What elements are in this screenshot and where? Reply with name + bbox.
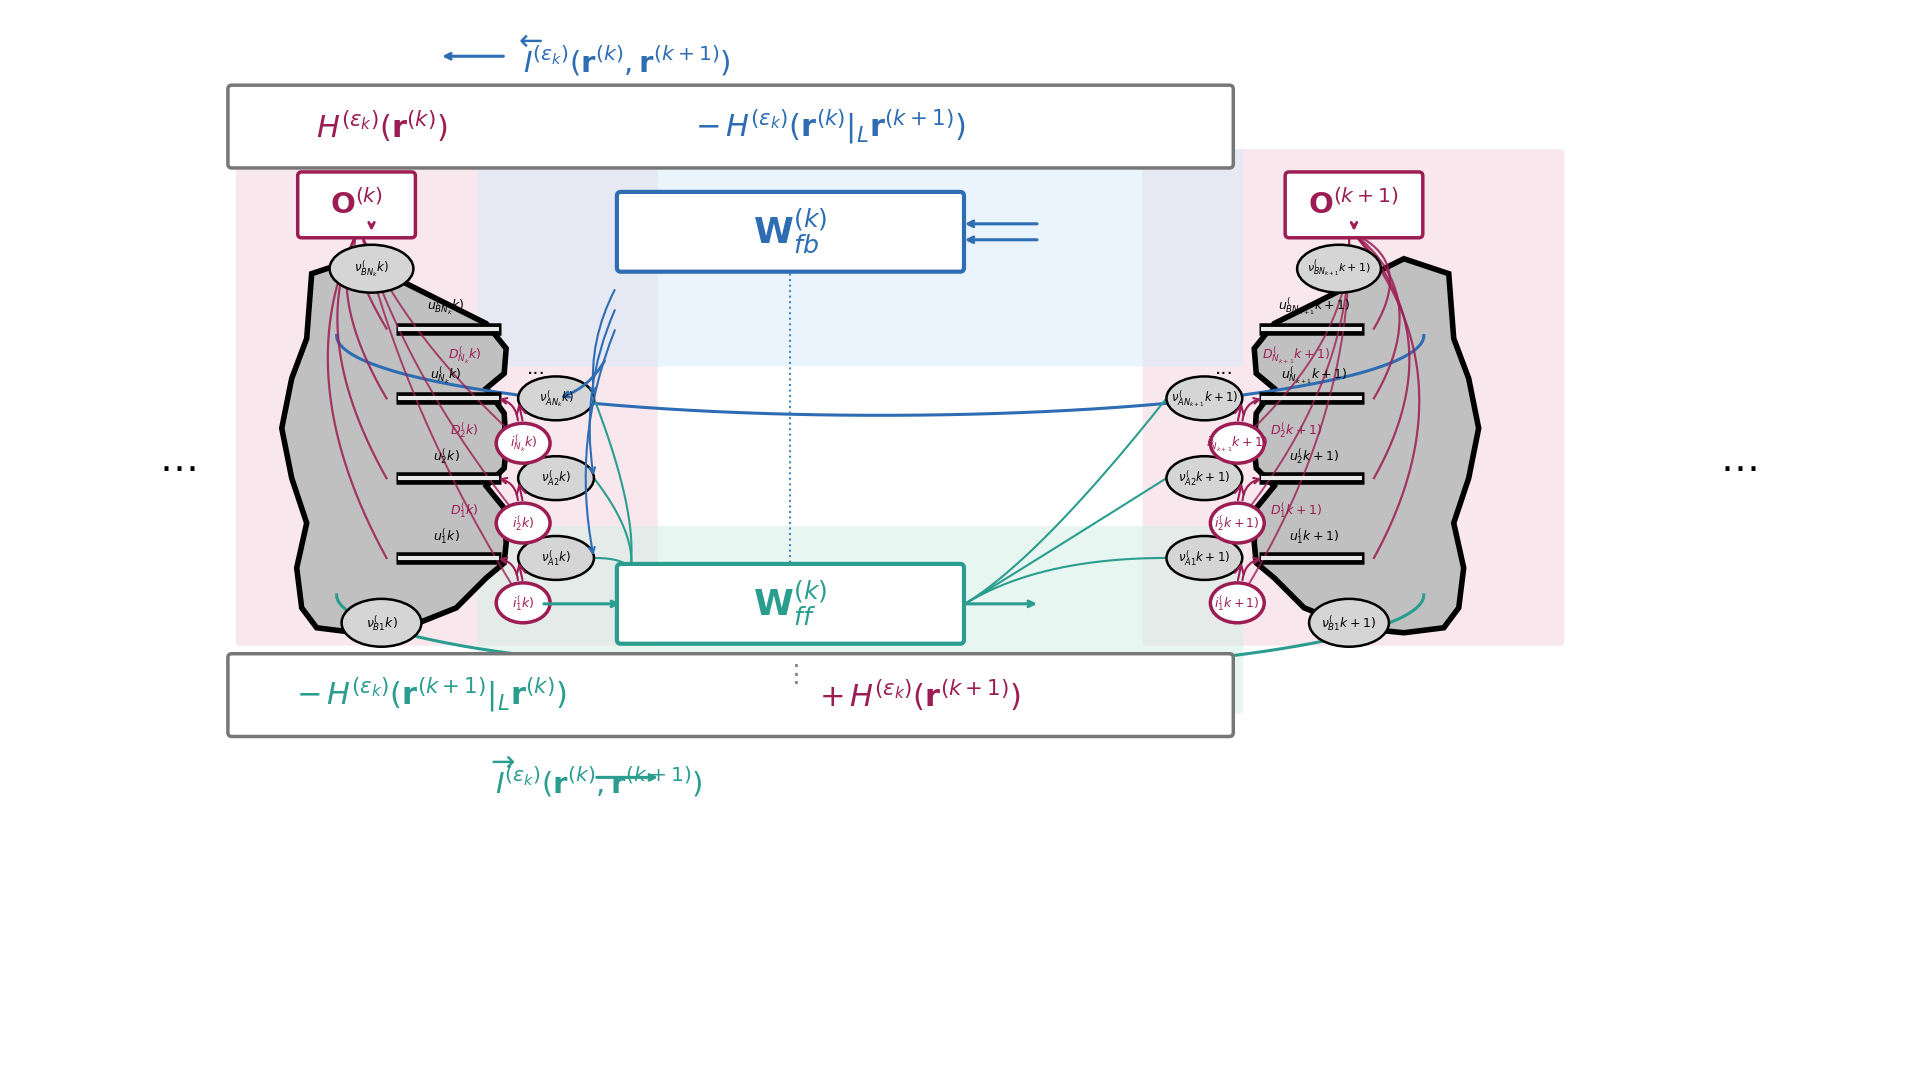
Text: $\overrightarrow{I}^{(\epsilon_k)}(\mathbf{r}^{(k)},\mathbf{r}^{(k+1)})$: $\overrightarrow{I}^{(\epsilon_k)}(\math…	[492, 755, 703, 799]
Text: $\nu_{B1}^(k)$: $\nu_{B1}^(k)$	[365, 613, 397, 633]
Ellipse shape	[1210, 503, 1263, 543]
Ellipse shape	[495, 503, 549, 543]
Text: $D_1^(k+1)$: $D_1^(k+1)$	[1271, 500, 1323, 519]
Text: $\mathbf{W}^{(k)}_{fb}$: $\mathbf{W}^{(k)}_{fb}$	[753, 207, 828, 256]
Text: $\mathbf{W}^{(k)}_{ff}$: $\mathbf{W}^{(k)}_{ff}$	[753, 579, 828, 629]
Ellipse shape	[518, 536, 593, 580]
Text: $\nu_{A2}^(k)$: $\nu_{A2}^(k)$	[541, 469, 570, 488]
FancyBboxPatch shape	[236, 149, 659, 646]
Text: $\cdots$: $\cdots$	[159, 449, 196, 487]
Text: $+\,H^{(\epsilon_k)}(\mathbf{r}^{(k+1)})$: $+\,H^{(\epsilon_k)}(\mathbf{r}^{(k+1)})…	[820, 676, 1021, 713]
Text: $u_1^(k+1)$: $u_1^(k+1)$	[1288, 526, 1338, 546]
Text: $\nu_{AN_{k+1}}^(k+1)$: $\nu_{AN_{k+1}}^(k+1)$	[1171, 388, 1238, 409]
Text: $D_2^(k)$: $D_2^(k)$	[449, 420, 478, 440]
Text: $\nu_{BN_{k+1}}^(k+1)$: $\nu_{BN_{k+1}}^(k+1)$	[1308, 258, 1371, 280]
Text: $\nu_{AN_k}^(k)$: $\nu_{AN_k}^(k)$	[540, 388, 574, 409]
Text: $\nu_{BN_k}^(k)$: $\nu_{BN_k}^(k)$	[353, 258, 390, 279]
Text: $\mathbf{O}^{(k)}$: $\mathbf{O}^{(k)}$	[330, 190, 384, 220]
Ellipse shape	[518, 377, 593, 420]
Text: $u_{N_{k+1}}^(k+1)$: $u_{N_{k+1}}^(k+1)$	[1281, 365, 1348, 387]
Ellipse shape	[1298, 245, 1380, 293]
Ellipse shape	[1167, 377, 1242, 420]
Text: $\overleftarrow{I}^{(\epsilon_k)}(\mathbf{r}^{(k)},\mathbf{r}^{(k+1)})$: $\overleftarrow{I}^{(\epsilon_k)}(\mathb…	[518, 35, 732, 78]
Polygon shape	[282, 259, 507, 633]
Text: $H^{(\epsilon_k)}(\mathbf{r}^{(k)})$: $H^{(\epsilon_k)}(\mathbf{r}^{(k)})$	[315, 108, 447, 144]
Text: $u_1^(k)$: $u_1^(k)$	[432, 526, 459, 546]
Text: $\nu_{A1}^(k+1)$: $\nu_{A1}^(k+1)$	[1179, 549, 1231, 568]
Ellipse shape	[495, 583, 549, 623]
FancyBboxPatch shape	[298, 172, 415, 238]
FancyBboxPatch shape	[616, 192, 964, 272]
Polygon shape	[1254, 259, 1478, 633]
FancyBboxPatch shape	[478, 149, 1244, 366]
Text: $\mathbf{O}^{(k+1)}$: $\mathbf{O}^{(k+1)}$	[1309, 190, 1400, 220]
Text: $i_2^(k+1)$: $i_2^(k+1)$	[1215, 513, 1260, 532]
Text: $u_{BN_k}^(k)$: $u_{BN_k}^(k)$	[428, 296, 465, 316]
Text: $-\,H^{(\epsilon_k)}(\mathbf{r}^{(k)}|_L\mathbf{r}^{(k+1)})$: $-\,H^{(\epsilon_k)}(\mathbf{r}^{(k)}|_L…	[695, 107, 966, 146]
Text: $\nu_{A1}^(k)$: $\nu_{A1}^(k)$	[541, 549, 570, 568]
Text: $i_{N_k}^(k)$: $i_{N_k}^(k)$	[509, 433, 538, 454]
Ellipse shape	[518, 456, 593, 500]
Text: $i_2^(k)$: $i_2^(k)$	[513, 513, 534, 532]
Ellipse shape	[1167, 536, 1242, 580]
FancyBboxPatch shape	[478, 526, 1244, 714]
FancyBboxPatch shape	[616, 564, 964, 644]
Text: ...: ...	[1215, 359, 1235, 378]
FancyBboxPatch shape	[228, 653, 1233, 737]
Text: $D_1^(k)$: $D_1^(k)$	[449, 500, 478, 519]
Text: $D_{N_{k+1}}^(k+1)$: $D_{N_{k+1}}^(k+1)$	[1261, 345, 1331, 366]
Text: $\vdots$: $\vdots$	[783, 663, 799, 687]
Text: $u_2^(k)$: $u_2^(k)$	[432, 447, 459, 467]
Text: ...: ...	[526, 359, 545, 378]
Ellipse shape	[1210, 583, 1263, 623]
Text: $\nu_{B1}^(k+1)$: $\nu_{B1}^(k+1)$	[1321, 613, 1377, 633]
Ellipse shape	[495, 423, 549, 463]
Text: $D_2^(k+1)$: $D_2^(k+1)$	[1271, 420, 1323, 440]
Text: $\cdots$: $\cdots$	[1720, 449, 1757, 487]
Text: $\nu_{A2}^(k+1)$: $\nu_{A2}^(k+1)$	[1179, 469, 1231, 488]
Text: $i_1^(k+1)$: $i_1^(k+1)$	[1215, 593, 1260, 612]
Text: $i_{N_{k+1}}^(k+1)$: $i_{N_{k+1}}^(k+1)$	[1206, 433, 1269, 454]
Ellipse shape	[1167, 456, 1242, 500]
Text: $u_{BN_{k+1}}^(k+1)$: $u_{BN_{k+1}}^(k+1)$	[1279, 296, 1350, 316]
Ellipse shape	[1309, 598, 1388, 647]
Text: $u_{N_k}^(k)$: $u_{N_k}^(k)$	[430, 365, 463, 387]
FancyBboxPatch shape	[228, 85, 1233, 168]
FancyBboxPatch shape	[1284, 172, 1423, 238]
Text: $-\,H^{(\epsilon_k)}(\mathbf{r}^{(k+1)}|_L\mathbf{r}^{(k)})$: $-\,H^{(\epsilon_k)}(\mathbf{r}^{(k+1)}|…	[296, 675, 566, 714]
Ellipse shape	[342, 598, 420, 647]
Text: $u_2^(k+1)$: $u_2^(k+1)$	[1288, 447, 1338, 467]
Ellipse shape	[330, 245, 413, 293]
Text: $i_1^(k)$: $i_1^(k)$	[513, 593, 534, 612]
FancyBboxPatch shape	[1142, 149, 1565, 646]
Ellipse shape	[1210, 423, 1263, 463]
Text: $D_{N_k}^(k)$: $D_{N_k}^(k)$	[447, 345, 482, 366]
